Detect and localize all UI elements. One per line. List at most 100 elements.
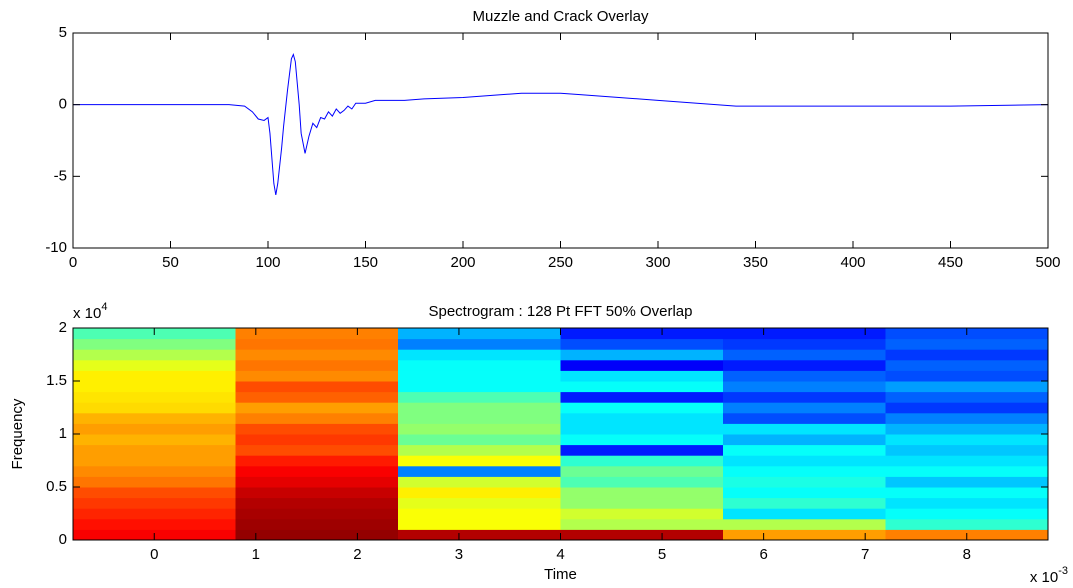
heat-cell [885, 391, 1049, 403]
heat-cell [235, 518, 399, 530]
heat-cell [723, 423, 886, 435]
heat-cell [560, 328, 724, 340]
heat-cell [73, 434, 236, 446]
heat-cell [398, 465, 561, 477]
heat-cell [398, 412, 561, 424]
heat-cell [398, 508, 561, 520]
x-tick-label: 2 [353, 546, 361, 563]
heat-cell [398, 328, 561, 340]
heat-cell [723, 338, 886, 350]
data-line [73, 53, 1049, 196]
heat-cell [723, 402, 886, 414]
x-tick-label: 250 [548, 254, 573, 271]
heat-cell [885, 497, 1049, 509]
multiplier-base: x 10 [1030, 569, 1058, 586]
heat-cell [885, 423, 1049, 435]
heat-cell [885, 476, 1049, 488]
heat-cell [73, 423, 236, 435]
heat-cell [560, 465, 724, 477]
heat-cell [73, 402, 236, 414]
heat-cell [73, 381, 236, 393]
x-tick-label: 450 [938, 254, 963, 271]
heat-cell [398, 444, 561, 456]
heat-cell [560, 434, 724, 446]
heat-cell [560, 476, 724, 488]
heat-cell [560, 508, 724, 520]
heat-cell [398, 338, 561, 350]
heat-cell [723, 465, 886, 477]
multiplier-exponent: 4 [101, 301, 107, 313]
x-tick-label: 300 [645, 254, 670, 271]
heat-cell [398, 455, 561, 467]
heat-cell [885, 412, 1049, 424]
heat-cell [885, 487, 1049, 499]
heat-cell [73, 518, 236, 530]
heat-cell [398, 434, 561, 446]
x-tick-label: 5 [658, 546, 666, 563]
heat-cell [885, 370, 1049, 382]
y-tick-label: -5 [54, 167, 67, 184]
heat-cell [398, 381, 561, 393]
x-tick-label: 3 [455, 546, 463, 563]
heat-cell [885, 508, 1049, 520]
heat-cell [235, 434, 399, 446]
heat-cell [723, 487, 886, 499]
chart-title: Muzzle and Crack Overlay [473, 8, 649, 25]
heat-cell [235, 444, 399, 456]
heat-cell [73, 455, 236, 467]
heat-cell [723, 359, 886, 371]
heat-cell [235, 412, 399, 424]
heat-cell [73, 476, 236, 488]
x-tick-label: 0 [69, 254, 77, 271]
y-tick-label: 1.5 [46, 372, 67, 389]
x-tick-label: 200 [450, 254, 475, 271]
heat-cell [235, 328, 399, 340]
heat-cell [73, 508, 236, 520]
x-tick-label: 100 [255, 254, 280, 271]
heat-cell [885, 359, 1049, 371]
multiplier-exponent: -3 [1058, 565, 1068, 577]
heat-cell [560, 402, 724, 414]
heat-cell [723, 497, 886, 509]
heat-cell [560, 370, 724, 382]
heat-cell [73, 465, 236, 477]
y-tick-label: 1 [59, 425, 67, 442]
heat-cell [723, 455, 886, 467]
x-tick-label: 7 [861, 546, 869, 563]
heat-cell [398, 487, 561, 499]
heat-cell [560, 423, 724, 435]
heat-cell [560, 338, 724, 350]
heat-cell [560, 497, 724, 509]
heat-cell [560, 455, 724, 467]
heat-cell [73, 349, 236, 361]
heat-cell [885, 444, 1049, 456]
heat-cell [235, 465, 399, 477]
axis-multiplier: x 104 [73, 301, 107, 322]
x-tick-label: 400 [840, 254, 865, 271]
heat-cell [73, 497, 236, 509]
heat-cell [723, 412, 886, 424]
heat-cell [73, 391, 236, 403]
x-tick-label: 500 [1035, 254, 1060, 271]
heat-cell [885, 518, 1049, 530]
heat-cell [235, 476, 399, 488]
chart-title: Spectrogram : 128 Pt FFT 50% Overlap [428, 303, 692, 320]
heat-cell [723, 434, 886, 446]
x-tick-label: 50 [162, 254, 179, 271]
heat-cell [560, 381, 724, 393]
heat-cell [73, 338, 236, 350]
heat-cell [560, 412, 724, 424]
heat-cell [398, 359, 561, 371]
heat-cell [398, 402, 561, 414]
heat-cell [885, 455, 1049, 467]
axis-multiplier: x 10-3 [1030, 565, 1068, 586]
x-tick-label: 6 [759, 546, 767, 563]
heat-cell [398, 529, 561, 541]
heat-cell [723, 349, 886, 361]
y-tick-label: -10 [45, 239, 67, 256]
heat-cell [235, 391, 399, 403]
heat-cell [235, 338, 399, 350]
heat-cell [73, 487, 236, 499]
heat-cell [398, 349, 561, 361]
